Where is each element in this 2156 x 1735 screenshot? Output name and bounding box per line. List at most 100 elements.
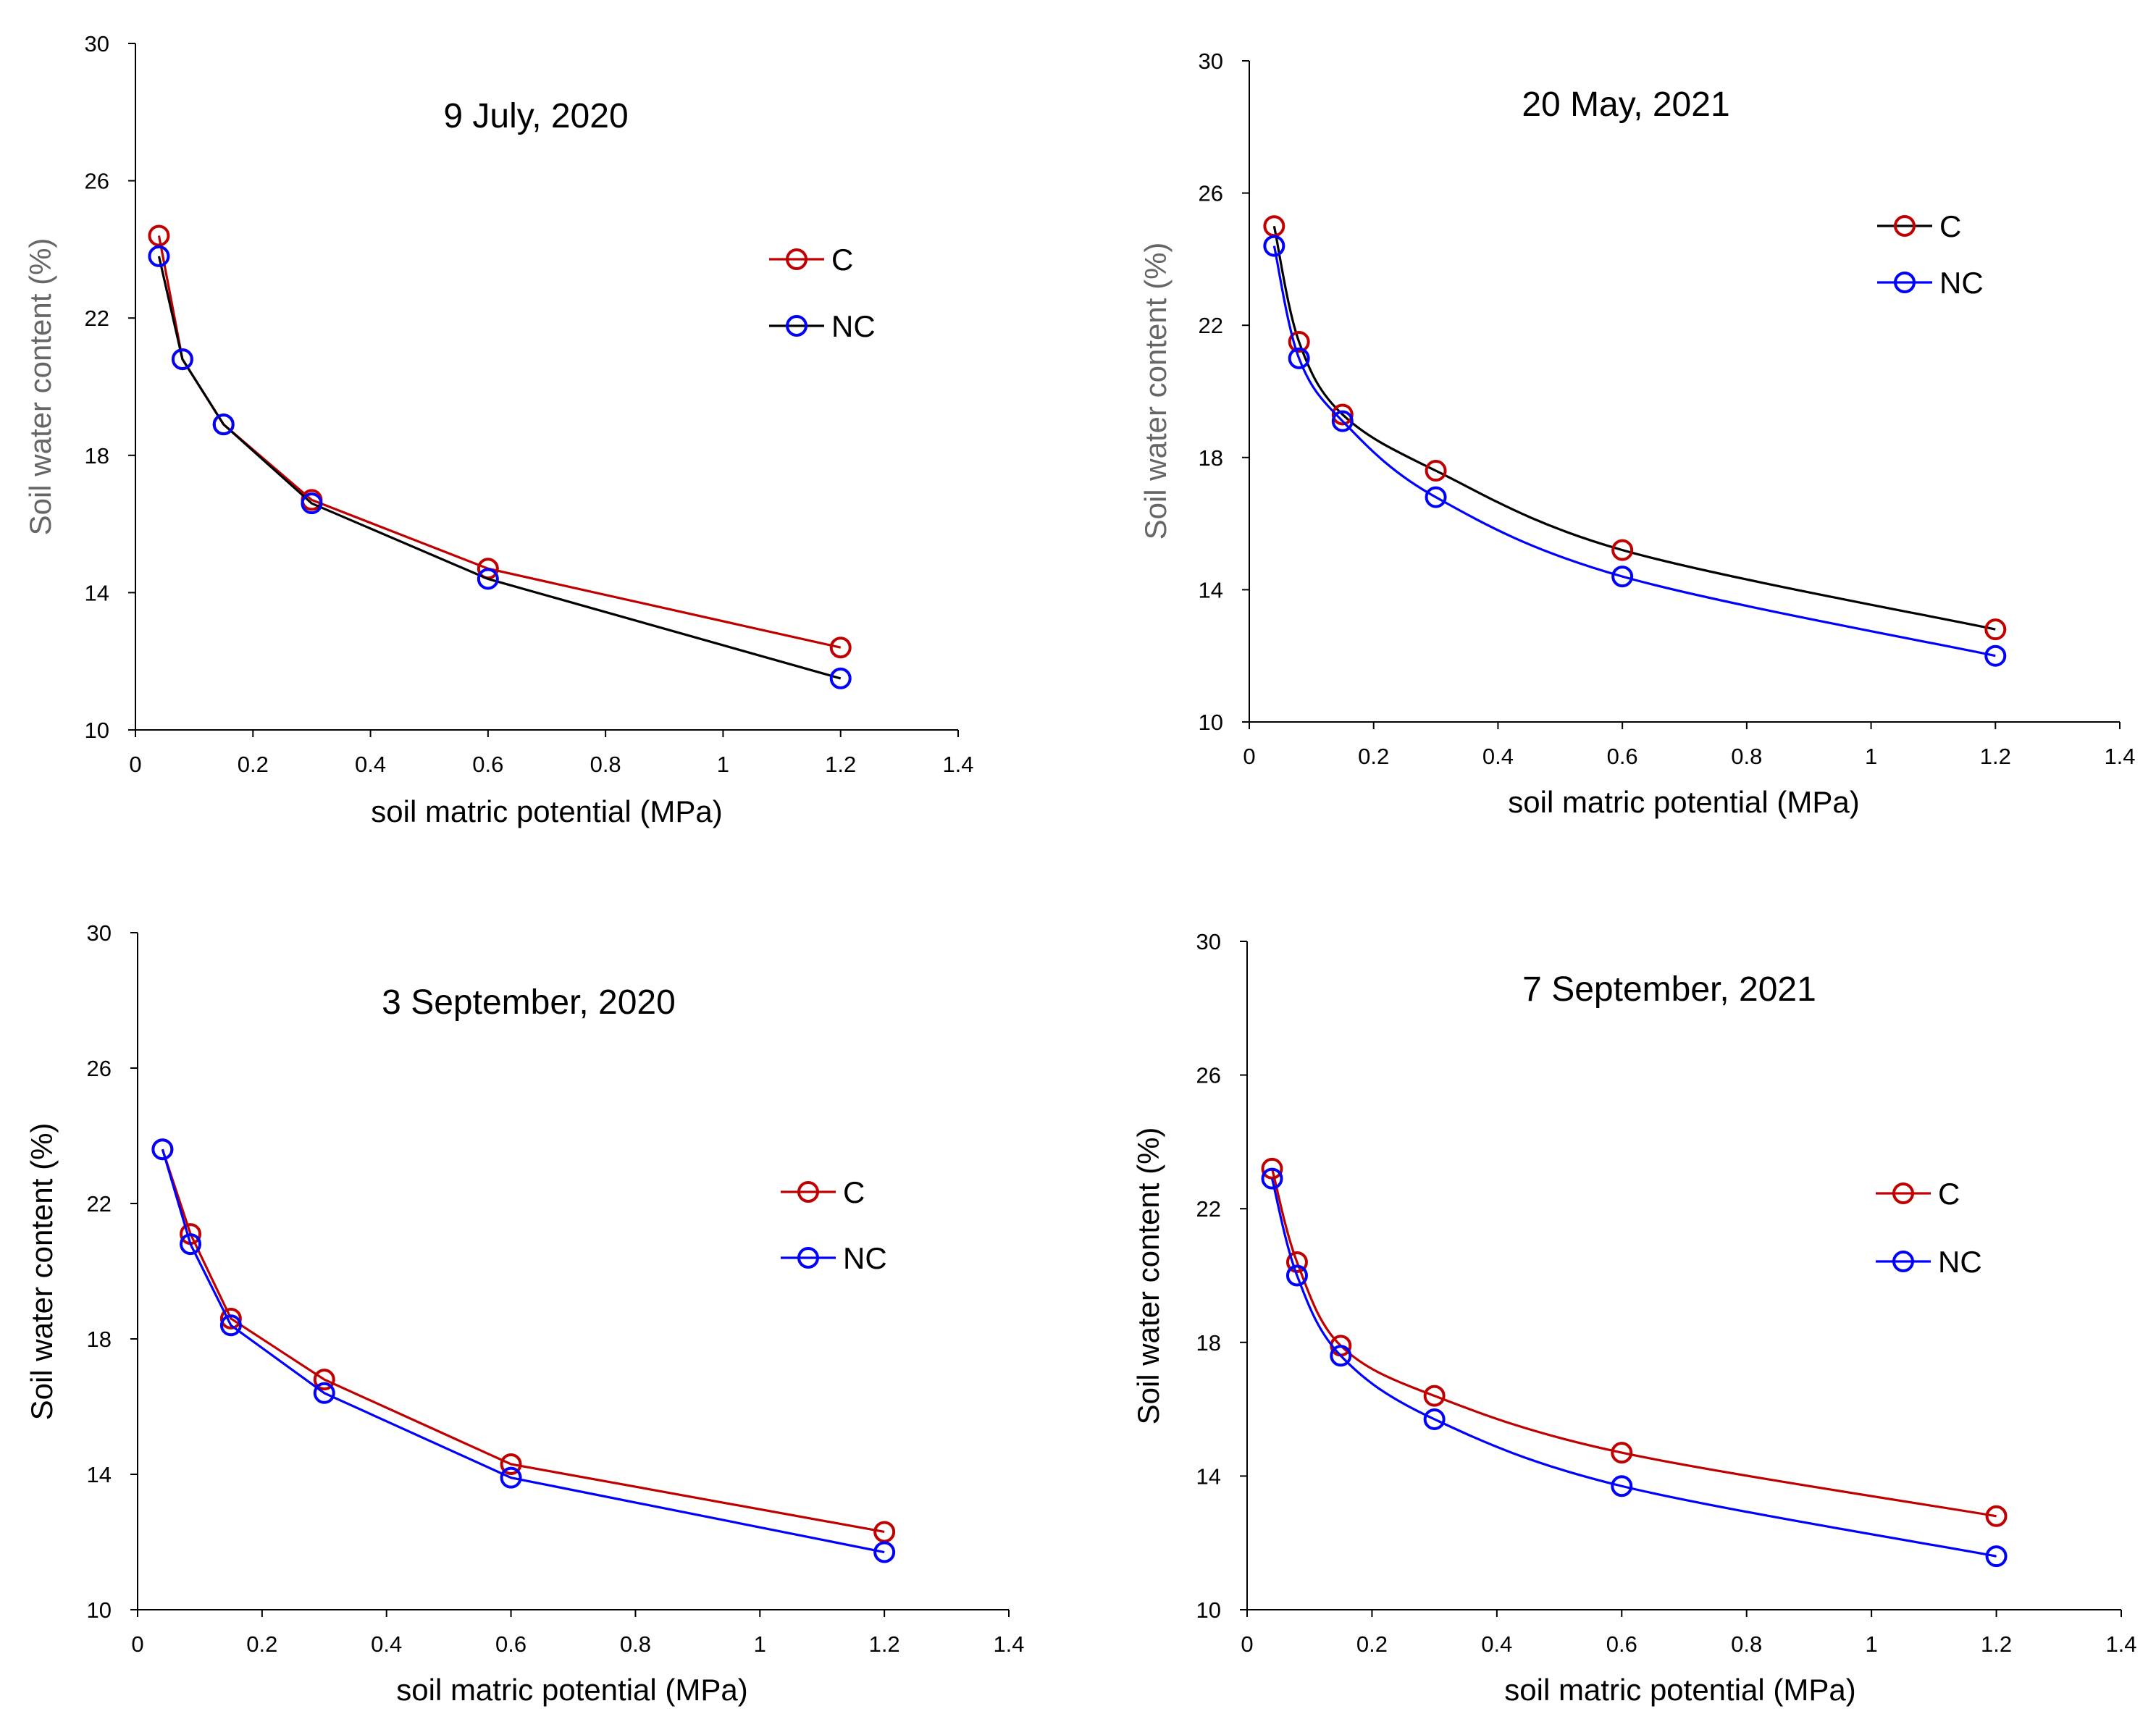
legend-label: NC (843, 1241, 887, 1275)
legend-label: C (831, 243, 853, 277)
x-tick-label: 1.2 (869, 1631, 900, 1657)
series-line-c (1272, 225, 1996, 631)
x-tick-label: 0.8 (1731, 744, 1762, 769)
legend-label: C (843, 1175, 865, 1209)
data-point (148, 245, 170, 267)
data-point (1331, 410, 1354, 432)
data-point (1261, 1157, 1283, 1180)
x-tick-label: 0.2 (238, 752, 269, 777)
series-c (1261, 1157, 2008, 1527)
legend-marker (1892, 1182, 1914, 1204)
data-point (873, 1541, 896, 1563)
legend-label: NC (831, 309, 876, 343)
data-point (1423, 1408, 1446, 1430)
chart-title: 7 September, 2021 (1522, 970, 1816, 1009)
series-line-c (157, 235, 842, 649)
data-point (1984, 618, 2007, 641)
y-tick-label: 14 (87, 1462, 112, 1487)
x-axis-label: soil matric potential (MPa) (1508, 785, 1859, 819)
data-point (500, 1466, 522, 1489)
chart-panel-2: 10 14 18 22 26 30 0 0.2 0.4 0.6 0.8 1 1.2 1.4 20 May, … (1138, 49, 2136, 819)
x-tick-label: 1 (717, 752, 729, 777)
legend-entry-nc: NC (1877, 266, 1984, 300)
y-tick-label: 26 (1199, 181, 1223, 206)
x-tick-label: 0.6 (495, 1631, 527, 1657)
data-point (1285, 1251, 1308, 1274)
x-tick-label: 0 (1243, 744, 1255, 769)
series-line-nc (1272, 245, 1996, 658)
y-tick-label: 10 (1199, 710, 1223, 735)
legend-marker (1894, 272, 1916, 293)
legend-marker (786, 248, 808, 270)
chart-title: 9 July, 2020 (443, 97, 628, 135)
data-point (1985, 1545, 2008, 1568)
legend-entry-nc: NC (1876, 1245, 1982, 1279)
x-tick-label: 0.6 (1607, 744, 1638, 769)
legend-entry-c: C (769, 243, 853, 277)
legend-marker (797, 1181, 819, 1203)
y-tick-label: 18 (1199, 445, 1223, 471)
data-point (1611, 1442, 1633, 1464)
y-tick-label: 30 (1196, 929, 1221, 954)
legend-entry-nc: NC (769, 309, 876, 343)
data-point (1611, 539, 1634, 561)
series-nc (148, 245, 852, 689)
x-tick-label: 1.4 (2105, 1631, 2136, 1657)
data-point (1331, 403, 1354, 426)
y-tick-label: 18 (87, 1327, 112, 1352)
x-tick-label: 1.2 (1980, 744, 2011, 769)
series-nc (1263, 235, 2007, 667)
y-tick-label: 26 (87, 1056, 112, 1081)
y-axis-label: Soil water content (%) (1138, 243, 1173, 540)
x-tick-label: 0.4 (1482, 744, 1514, 769)
y-tick-label: 18 (1196, 1330, 1221, 1356)
series-line-c (161, 1148, 885, 1534)
data-point (500, 1453, 522, 1475)
data-point (1611, 566, 1634, 588)
data-point (301, 492, 323, 515)
legend-label: C (1939, 209, 1961, 243)
series-line-c (1270, 1168, 1997, 1518)
y-tick-label: 30 (1199, 49, 1223, 74)
legend-marker (1892, 1251, 1914, 1272)
chart-title: 3 September, 2020 (382, 983, 676, 1022)
y-tick-label: 22 (85, 306, 109, 331)
data-point (1285, 1264, 1308, 1287)
y-tick-label: 14 (1199, 577, 1223, 602)
y-tick-label: 14 (1196, 1463, 1221, 1489)
series-nc (1261, 1167, 2008, 1568)
legend-marker (797, 1247, 819, 1269)
x-tick-label: 1 (754, 1631, 766, 1657)
y-axis-label: Soil water content (%) (23, 238, 57, 536)
legend-label: NC (1938, 1245, 1982, 1279)
y-tick-label: 22 (1199, 313, 1223, 338)
y-tick-label: 18 (85, 443, 109, 469)
series-c (1263, 215, 2007, 641)
x-tick-label: 1 (1865, 744, 1877, 769)
x-axis-label: soil matric potential (MPa) (1504, 1673, 1855, 1707)
data-point (1984, 644, 2007, 667)
x-tick-label: 0.4 (1481, 1631, 1512, 1657)
data-point (219, 1307, 242, 1329)
x-tick-label: 1.4 (993, 1631, 1024, 1657)
x-tick-label: 0.2 (1356, 1631, 1388, 1657)
legend-entry-c: C (1877, 209, 1961, 243)
chart-panel-1: 10 14 18 22 26 30 0 0.2 0.4 0.6 0.8 1 1.2 1.4 9 July, … (23, 31, 974, 828)
series-c (151, 1138, 896, 1543)
y-axis-label: Soil water content (%) (25, 1123, 59, 1421)
series-line-nc (161, 1148, 885, 1554)
x-tick-label: 0.8 (590, 752, 621, 777)
data-point (1261, 1167, 1283, 1190)
y-axis-label: Soil water content (%) (1131, 1127, 1165, 1425)
x-tick-label: 0.4 (355, 752, 386, 777)
data-point (219, 1314, 242, 1337)
series-line-nc (1270, 1178, 1997, 1558)
data-point (212, 413, 235, 436)
data-point (829, 667, 852, 689)
chart-title: 20 May, 2021 (1522, 85, 1729, 124)
x-tick-label: 1.2 (1981, 1631, 2012, 1657)
data-point (1425, 460, 1447, 482)
series-nc (151, 1138, 896, 1563)
x-tick-label: 0.6 (1606, 1631, 1637, 1657)
